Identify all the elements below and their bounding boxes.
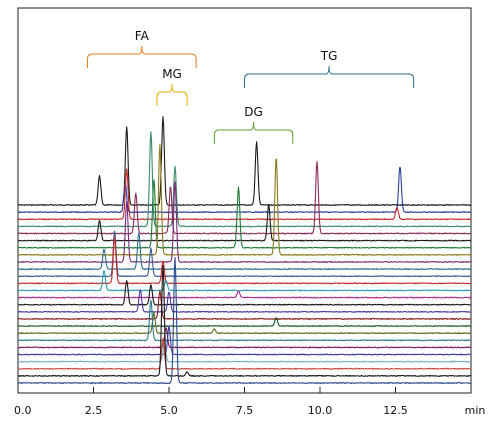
trace-12 bbox=[17, 236, 472, 285]
trace-21 bbox=[17, 327, 472, 349]
trace-9 bbox=[17, 181, 472, 263]
peak-group-brackets: FA MG DG TG bbox=[86, 29, 415, 144]
trace-layer bbox=[17, 116, 472, 384]
trace-6 bbox=[17, 203, 472, 242]
trace-17 bbox=[17, 290, 472, 320]
bracket-tg bbox=[244, 65, 415, 88]
trace-1 bbox=[17, 116, 471, 206]
trace-15 bbox=[17, 280, 472, 306]
trace-20 bbox=[17, 299, 472, 342]
trace-3 bbox=[18, 168, 472, 221]
trace-2 bbox=[17, 166, 472, 214]
bracket-mg bbox=[156, 83, 188, 106]
bracket-label-mg: MG bbox=[162, 67, 182, 81]
x-tick-label-4: 10.0 bbox=[308, 404, 333, 417]
trace-5 bbox=[17, 160, 471, 235]
trace-19 bbox=[17, 312, 472, 335]
bracket-label-dg: DG bbox=[244, 105, 263, 119]
x-tick-label-3: 7.5 bbox=[236, 404, 254, 417]
trace-4 bbox=[17, 131, 472, 228]
trace-8 bbox=[17, 144, 472, 256]
trace-13 bbox=[17, 270, 472, 292]
trace-11 bbox=[17, 230, 471, 278]
bracket-fa bbox=[86, 45, 197, 68]
trace-24 bbox=[17, 337, 472, 370]
x-unit-label: min bbox=[465, 404, 486, 417]
trace-14 bbox=[17, 290, 472, 299]
trace-7 bbox=[17, 179, 472, 249]
trace-25 bbox=[17, 264, 472, 377]
trace-23 bbox=[17, 341, 472, 363]
trace-18 bbox=[17, 317, 472, 328]
bracket-dg bbox=[213, 121, 294, 144]
x-tick-label-2: 5.0 bbox=[160, 404, 178, 417]
bracket-label-fa: FA bbox=[135, 29, 150, 43]
trace-10 bbox=[17, 232, 471, 271]
x-tick-label-0: 0.0 bbox=[14, 404, 32, 417]
x-tick-label-5: 12.5 bbox=[383, 404, 408, 417]
x-axis: 0.0 2.5 5.0 7.5 10.0 12.5 min bbox=[14, 387, 485, 417]
x-tick-label-1: 2.5 bbox=[85, 404, 103, 417]
bracket-label-tg: TG bbox=[320, 49, 338, 63]
trace-22 bbox=[17, 325, 471, 356]
plot-frame bbox=[17, 7, 472, 394]
trace-16 bbox=[18, 289, 472, 313]
trace-26 bbox=[17, 257, 472, 384]
